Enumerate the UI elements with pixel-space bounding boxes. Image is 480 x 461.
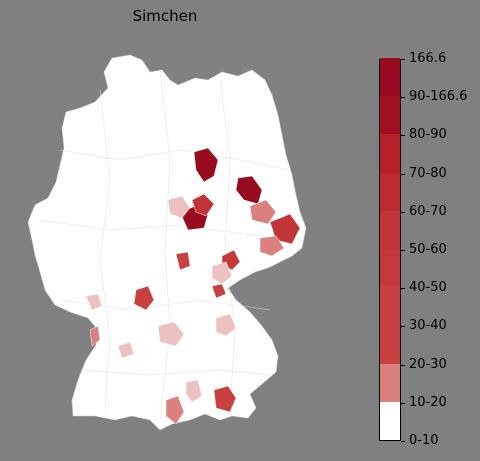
colorbar-tick-label: 20-30 bbox=[409, 356, 447, 372]
colorbar-tick bbox=[401, 364, 405, 366]
district-region bbox=[213, 385, 237, 413]
district-region bbox=[89, 325, 101, 347]
colorbar-tick-label: 50-60 bbox=[409, 242, 447, 257]
district-region bbox=[157, 321, 185, 347]
district-region bbox=[259, 235, 285, 257]
colorbar-tick bbox=[401, 59, 405, 60]
colorbar-tick-label: 70-80 bbox=[409, 165, 447, 181]
colorbar-tick-label: 0-10 bbox=[409, 433, 439, 448]
colorbar-tick bbox=[401, 288, 405, 290]
district-region bbox=[117, 341, 135, 359]
colorbar-tick bbox=[401, 326, 405, 328]
germany-map bbox=[27, 54, 307, 431]
colorbar bbox=[379, 58, 401, 441]
colorbar-segment bbox=[380, 58, 400, 97]
district-borders bbox=[39, 69, 301, 421]
colorbar-tick bbox=[401, 402, 405, 404]
colorbar-segment bbox=[380, 325, 400, 364]
district-region bbox=[175, 251, 191, 271]
colorbar-tick-label: 90-166.6 bbox=[409, 89, 468, 105]
colorbar-tick bbox=[401, 250, 405, 251]
colorbar-tick bbox=[401, 173, 405, 175]
district-region bbox=[191, 193, 215, 217]
colorbar-segment bbox=[380, 210, 400, 249]
map-title: Simchen bbox=[132, 7, 198, 25]
highlighted-districts bbox=[85, 147, 301, 425]
colorbar-tick bbox=[401, 441, 405, 442]
district-region bbox=[185, 379, 203, 403]
district-region bbox=[249, 199, 277, 225]
colorbar-tick-label: 30-40 bbox=[409, 318, 447, 334]
colorbar-segment bbox=[380, 249, 400, 288]
colorbar-tick bbox=[401, 135, 405, 137]
colorbar-segment bbox=[380, 363, 400, 402]
district-region bbox=[211, 261, 233, 285]
colorbar-segment bbox=[380, 401, 400, 440]
colorbar-segment bbox=[380, 134, 400, 173]
colorbar-tick-label: 166.6 bbox=[409, 51, 447, 66]
colorbar-segment bbox=[380, 287, 400, 326]
colorbar-tick bbox=[401, 211, 405, 213]
district-region bbox=[133, 285, 155, 311]
colorbar-tick bbox=[401, 97, 405, 99]
district-region bbox=[211, 283, 227, 299]
district-region bbox=[215, 313, 237, 337]
colorbar-segment bbox=[380, 96, 400, 135]
district-region bbox=[193, 147, 219, 183]
colorbar-tick-label: 80-90 bbox=[409, 127, 447, 143]
colorbar-tick-label: 60-70 bbox=[409, 203, 447, 219]
colorbar-tick-label: 10-20 bbox=[409, 394, 447, 410]
district-region bbox=[85, 293, 103, 311]
colorbar-tick-label: 40-50 bbox=[409, 280, 447, 296]
colorbar-segment bbox=[380, 172, 400, 211]
district-region bbox=[165, 395, 185, 425]
district-region bbox=[167, 195, 191, 219]
